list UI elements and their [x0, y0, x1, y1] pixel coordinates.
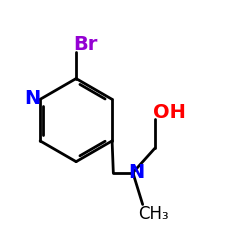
Text: N: N — [25, 88, 41, 108]
Text: OH: OH — [153, 103, 186, 122]
Text: Br: Br — [74, 35, 98, 54]
Text: N: N — [128, 163, 145, 182]
Text: CH₃: CH₃ — [138, 205, 169, 223]
